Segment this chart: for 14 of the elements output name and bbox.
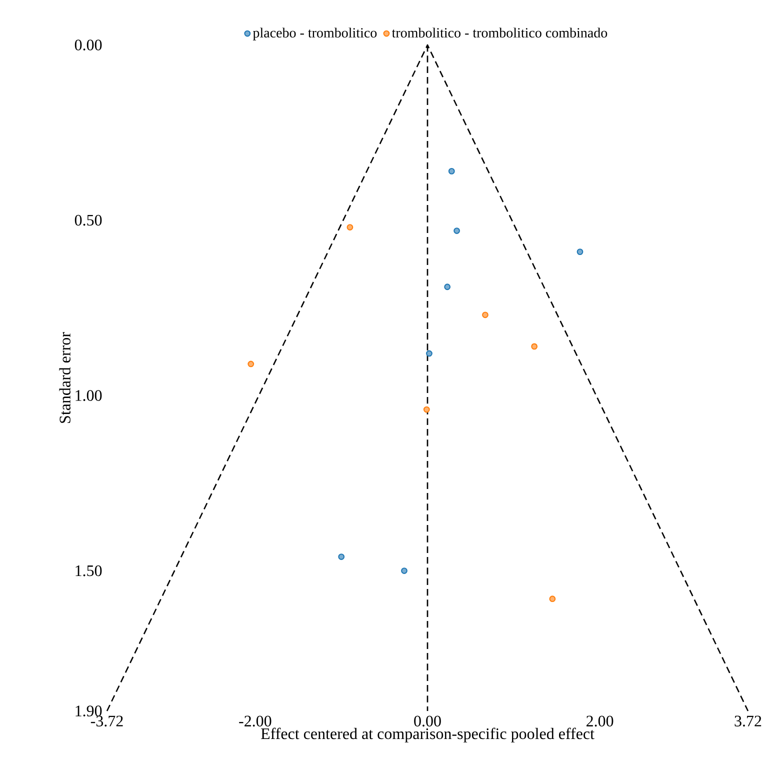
- x-tick-label: 2.00: [586, 716, 614, 727]
- y-tick-label: 0.00: [74, 40, 102, 50]
- y-tick-label: 1.90: [76, 706, 102, 716]
- x-tick-label: 0.00: [414, 716, 441, 727]
- legend-label: trombolitico - trombolitico combinado: [392, 28, 608, 38]
- y-tick-label: 1.50: [76, 565, 102, 576]
- y-tick-label: 1.00: [76, 390, 102, 401]
- legend-label: placebo - trombolitico: [252, 28, 377, 40]
- y-tick-label: 0.50: [74, 214, 102, 226]
- x-axis-title: Effect centered at comparison-specific pooled effect: [261, 728, 594, 742]
- y-axis-title: Standard error: [59, 332, 70, 423]
- x-tick-label: -3.72: [90, 716, 123, 727]
- x-tick-label: -2.00: [239, 716, 272, 727]
- x-tick-label: 3.72: [734, 716, 762, 727]
